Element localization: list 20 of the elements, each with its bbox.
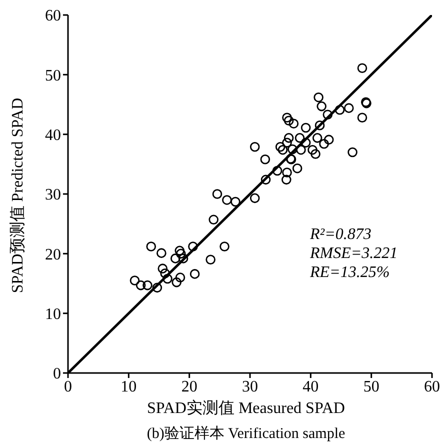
- annotation: R²=0.873: [310, 225, 372, 244]
- y-tick-label: 0: [53, 366, 61, 383]
- y-axis-title: SPAD预测值 Predicted SPAD: [8, 96, 28, 296]
- y-tick-label: 30: [45, 186, 61, 204]
- annotation: RE=13.25%: [310, 263, 391, 282]
- x-tick-label: 10: [120, 378, 137, 396]
- annotation: RMSE=3.221: [310, 244, 398, 263]
- y-tick-label: 40: [45, 127, 61, 144]
- x-tick-label: 0: [64, 378, 72, 396]
- y-tick-label: 10: [45, 306, 61, 324]
- x-tick-label: 30: [242, 378, 258, 396]
- x-tick-label: 50: [363, 378, 380, 396]
- x-axis-title: SPAD实测值 Measured SPAD: [146, 398, 346, 419]
- y-tick-label: 50: [45, 67, 61, 84]
- x-tick-label: 20: [181, 378, 198, 396]
- text: (b)验证样本 Verification sample: [146, 424, 346, 443]
- y-tick-label: 60: [45, 8, 61, 25]
- y-tick-label: 20: [45, 246, 61, 264]
- x-tick-label: 60: [424, 378, 440, 396]
- x-tick-label: 40: [302, 378, 319, 396]
